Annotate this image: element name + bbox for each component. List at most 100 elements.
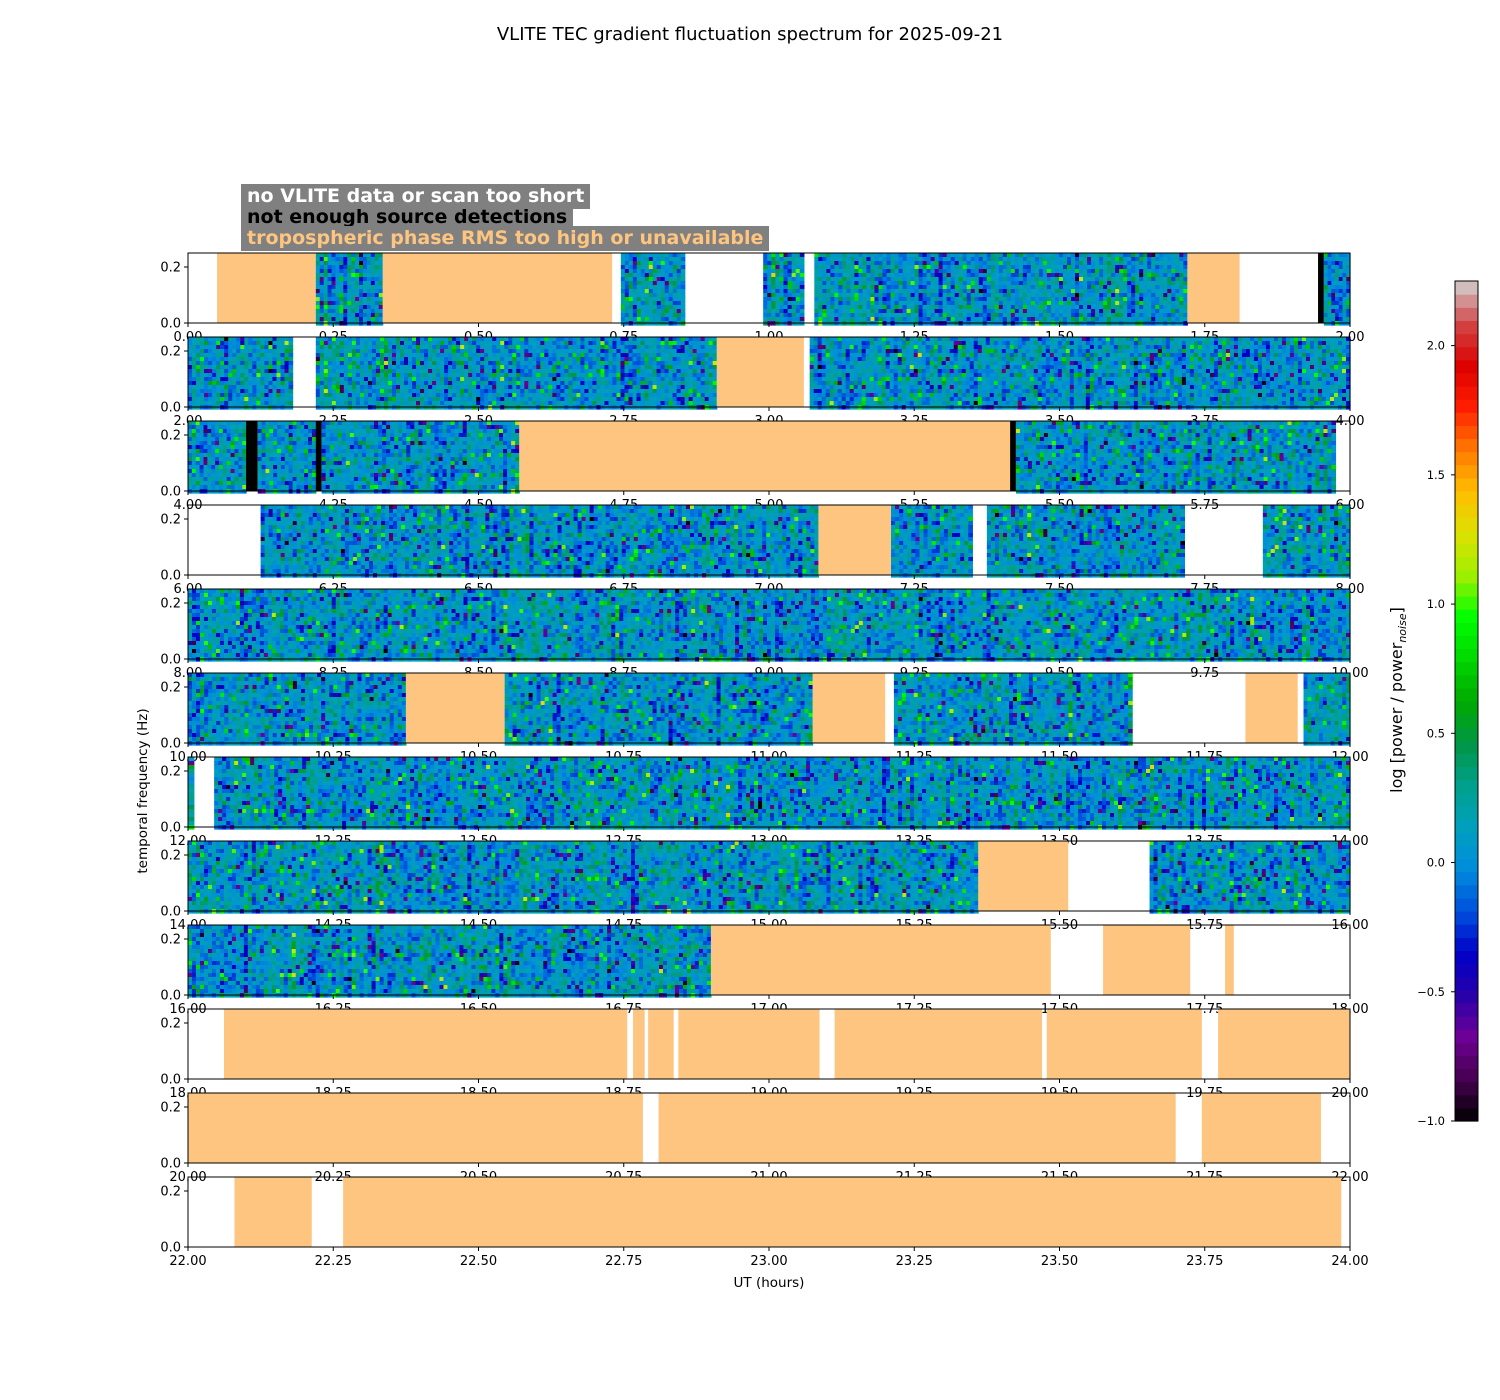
detections-segment [1318,253,1324,323]
spectrum-segment [258,421,317,494]
colorbar-step [1455,950,1478,964]
colorbar-label: log [power / powernoise] [1387,607,1409,793]
colorbar-step [1455,937,1478,951]
colorbar-step [1455,281,1478,295]
colorbar-step [1455,386,1478,400]
colorbar-step [1455,544,1478,558]
x-tick-label: 23.75 [1186,1254,1223,1269]
spectrum-segment [505,673,814,746]
panel-6: 0.00.210.0010.2510.5010.7511.0011.2511.5… [160,673,1368,765]
y-tick-label: 0.2 [160,597,181,612]
trop-segment [1103,925,1190,995]
trop-segment [678,1009,819,1079]
spectrum-segment [188,421,247,494]
y-axis-label: temporal frequency (Hz) [135,708,151,873]
colorbar-step [1455,1003,1478,1017]
trop-segment [648,1009,674,1079]
spectrum-segment [188,925,712,998]
trop-segment [383,253,612,323]
trop-segment [1225,925,1234,995]
colorbar-step [1455,806,1478,820]
x-tick-label: 22.00 [169,1254,206,1269]
y-tick-label: 0.2 [160,1101,181,1116]
trop-segment [659,1093,1176,1163]
colorbar-step [1455,754,1478,768]
colorbar-tick-label: 1.5 [1427,468,1445,482]
trop-segment [711,925,1051,995]
colorbar-step [1455,662,1478,676]
spectrum-segment [1150,841,1351,914]
detections-segment [1010,421,1016,491]
colorbar-tick-label: 0.5 [1427,726,1445,740]
panel-2: 0.00.22.002.252.502.753.003.253.503.754.… [160,337,1364,429]
y-tick-label: 0.2 [160,765,181,780]
x-tick-label: 24.00 [1331,1254,1368,1269]
colorbar-step [1455,649,1478,663]
colorbar-step [1455,1016,1478,1030]
colorbar-step [1455,924,1478,938]
colorbar-step [1455,491,1478,505]
colorbar-tick-label: 1.0 [1427,597,1445,611]
colorbar-step [1455,727,1478,741]
y-tick-label: 0.2 [160,345,181,360]
colorbar-step [1455,439,1478,453]
trop-segment [343,1177,1341,1247]
trop-segment [633,1009,645,1079]
y-tick-label: 0.2 [160,933,181,948]
x-tick-label: 22.75 [605,1254,642,1269]
y-tick-label: 0.2 [160,513,181,528]
spectrum-segment [188,757,194,830]
spectrum-segment [188,841,979,914]
spectrum-segment [316,253,383,326]
spectrum-segment [987,505,1185,578]
colorbar-step [1455,347,1478,361]
spectrum-segment [188,589,1351,662]
panel-1: 0.00.20.000.250.500.751.001.251.501.752.… [160,253,1364,345]
colorbar-step [1455,740,1478,754]
colorbar-step [1455,1095,1478,1109]
trop-segment [1202,1093,1321,1163]
colorbar-step [1455,399,1478,413]
colorbar-step [1455,885,1478,899]
panel-5: 0.00.28.008.258.508.759.009.259.509.7510… [160,589,1368,681]
colorbar-step [1455,1042,1478,1056]
spectrum-segment [1016,421,1336,494]
colorbar-step [1455,373,1478,387]
spectrum-segment [214,757,1350,830]
panel-12: 0.00.222.00 22.25 22.50 22.75 23.00 23.25 23.5… [160,1177,1368,1269]
colorbar-step [1455,911,1478,925]
y-tick-label: 0.2 [160,681,181,696]
colorbar-step [1455,334,1478,348]
panel-11: 0.00.220.0020.2520.5020.7521.0021.2521.5… [160,1093,1368,1185]
spectrum-segment [322,421,520,494]
colorbar-step [1455,688,1478,702]
colorbar-step [1455,780,1478,794]
colorbar-step [1455,412,1478,426]
trop-segment [813,673,886,743]
colorbar-step [1455,872,1478,886]
colorbar-step [1455,478,1478,492]
legend-trop: tropospheric phase RMS too high or unava… [241,226,769,251]
panel-8: 0.00.214.0014.2514.5014.7515.0015.2515.5… [160,841,1368,933]
colorbar-step [1455,793,1478,807]
colorbar-step [1455,294,1478,308]
colorbar-step [1455,1108,1478,1122]
colorbar-step [1455,530,1478,544]
panel-7: 0.00.212.0012.2512.5012.7513.0013.2513.5… [160,757,1368,849]
trop-segment [234,1177,311,1247]
trop-segment [717,337,804,407]
colorbar-tick-label: 2.0 [1427,339,1445,353]
spectrum-segment [1263,505,1351,578]
spectrum-segment [894,673,1133,746]
colorbar-step [1455,898,1478,912]
spectrum-segment [814,253,1188,326]
colorbar-step [1455,767,1478,781]
colorbar-step [1455,1069,1478,1083]
y-tick-label: 0.2 [160,849,181,864]
colorbar-step [1455,1029,1478,1043]
colorbar-step [1455,452,1478,466]
colorbar-tick-label: −1.0 [1417,1114,1445,1128]
